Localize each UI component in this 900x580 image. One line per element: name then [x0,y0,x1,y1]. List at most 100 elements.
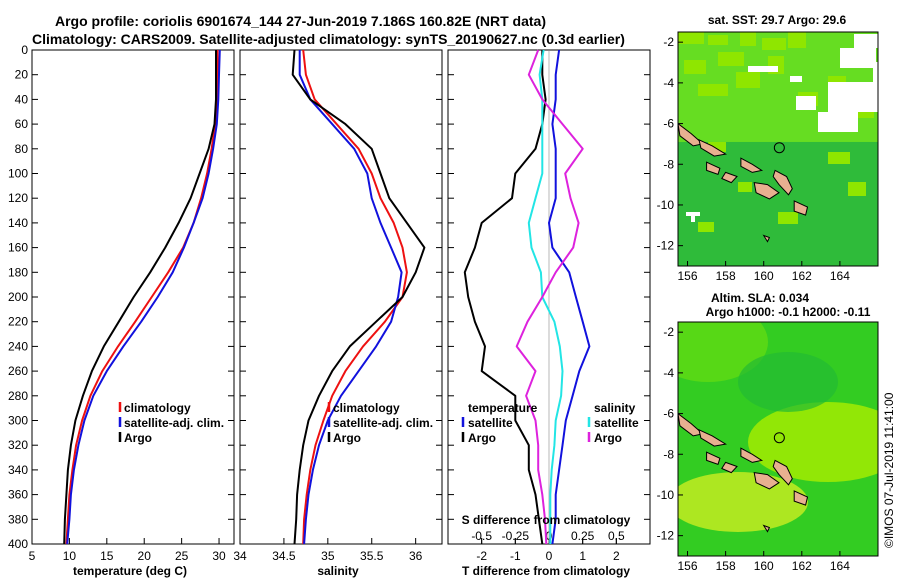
island [721,461,738,474]
sst-missing-data [828,82,878,112]
island [698,428,727,447]
sst-warm-patch [718,52,744,66]
sst-warm-patch [698,84,728,96]
sst-warm-patch [738,182,752,192]
sla-field [678,322,878,556]
sst-map-plot: 156 158 160 162 164 -2 -4 -6 -8 -10 -12 [657,31,879,283]
lat-tick-label: -6 [663,117,674,131]
lat-tick-label: -12 [657,239,675,253]
legend-s-argo-label: Argo [594,431,622,445]
sla-map: Altim. SLA: 0.034 Argo h1000: -0.1 h2000… [657,291,879,573]
depth-tick-label: 320 [8,438,28,452]
lat-tick-label: -10 [657,488,675,502]
salinity-panel: 34 34.5 35 35.5 36 climatology satellite-adj… [233,49,443,578]
depth-tick-label: 0 [21,43,28,57]
lon-tick-label: 160 [754,559,774,573]
lat-tick-label: -10 [657,198,675,212]
sla-map-title-line2: Argo h1000: -0.1 h2000: -0.11 [706,305,871,319]
legend-t-satellite-label: satellite [468,416,513,430]
series-salinity-argo [515,49,584,545]
temperature-tick-label: 5 [29,549,36,563]
series-climatology [302,49,408,545]
lon-tick-label: 162 [792,269,812,283]
legend-satellite-label: satellite-adj. clim. [124,416,224,430]
lon-tick-label: 164 [830,269,850,283]
temperature-axis-label: temperature (deg C) [73,564,187,578]
temperature-legend: climatology satellite-adj. clim. Argo [118,401,224,445]
argo-position-marker [773,432,785,444]
lon-tick-label: 160 [754,269,774,283]
legend-t-argo-label: Argo [468,431,496,445]
sdiff-tick-label: -0.25 [502,529,530,543]
salinity-tick-label: 34 [233,549,247,563]
tdiff-tick-label: 2 [613,549,620,563]
argo-position-marker [773,142,785,154]
sst-warm-patch [698,222,714,232]
sst-warm-patch [678,32,704,44]
temperature-tick-label: 30 [212,549,226,563]
island [706,161,721,176]
sdiff-tick-label: -0.5 [471,529,492,543]
salinity-tick-label: 34.5 [272,549,296,563]
lon-tick-label: 156 [678,269,698,283]
island [740,447,764,463]
island [740,157,764,173]
depth-tick-label: 140 [8,216,28,230]
s-difference-axis-ticks: -0.5 -0.25 0 0.25 0.5 [471,50,625,544]
lat-tick-label: -4 [663,76,674,90]
temperature-tick-label: 10 [63,549,77,563]
lat-tick-label: -2 [663,35,674,49]
island [793,490,809,506]
figure-title-line1: Argo profile: coriolis 6901674_144 27-Ju… [55,13,546,29]
depth-tick-label: 40 [15,92,29,106]
sla-low-patch [738,352,838,412]
temperature-tick-label: 20 [138,549,152,563]
sst-warm-patch [708,35,728,45]
salinity-tick-label: 35 [321,549,335,563]
salinity-legend: climatology satellite-adj. clim. Argo [327,401,433,445]
difference-legend: temperature salinity satellite Argo sate… [461,401,639,445]
temperature-axis-ticks: 5 10 15 20 25 30 [29,538,226,563]
sst-warm-patch [762,38,786,50]
lon-tick-label: 158 [716,559,736,573]
sst-warm-patch [828,152,850,164]
lon-tick-label: 162 [792,559,812,573]
depth-tick-label: 280 [8,389,28,403]
temperature-tick-label: 15 [100,549,114,563]
sla-map-title-line1: Altim. SLA: 0.034 [711,291,809,305]
legend-salinity-title: salinity [594,401,636,415]
t-difference-axis-label: T difference from climatology [462,564,630,578]
sst-warm-patch [708,142,726,152]
tdiff-tick-label: -1 [510,549,521,563]
island [762,234,771,243]
depth-tick-label: 80 [15,142,29,156]
depth-tick-label: 160 [8,241,28,255]
series-satellite-adj-clim- [66,49,221,545]
legend-s-satellite-label: satellite [594,416,639,430]
difference-profiles [463,49,591,545]
salinity-profiles [291,49,426,545]
island [721,171,738,184]
map-frame [677,321,879,557]
island [762,524,771,533]
sst-missing-data [790,76,802,82]
depth-tick-label: 20 [15,68,29,82]
lat-tick-label: -4 [663,366,674,380]
series-satellite-adj-clim- [298,50,403,545]
depth-tick-label: 240 [8,339,28,353]
sst-missing-data [854,34,878,48]
island [753,182,780,200]
depth-tick-label: 220 [8,315,28,329]
depth-tick-label: 180 [8,265,28,279]
depth-axis-ticks: 0 20 40 60 80 100 120 140 160 180 200 220 240 260 280 3… [8,43,650,551]
sst-map: sat. SST: 29.7 Argo: 29.6 156 158 160 162 16… [657,13,879,283]
legend-temperature-title: temperature [468,401,538,415]
temperature-panel: 0204060801001201401601802002202402602803… [8,43,650,578]
salinity-axis-label: salinity [317,564,359,578]
salinity-axis-ticks: 34 34.5 35 35.5 36 [233,538,423,563]
depth-tick-label: 60 [15,117,29,131]
map-frame [677,31,879,267]
legend-climatology-label: climatology [124,401,191,415]
salinity-tick-label: 36 [409,549,423,563]
